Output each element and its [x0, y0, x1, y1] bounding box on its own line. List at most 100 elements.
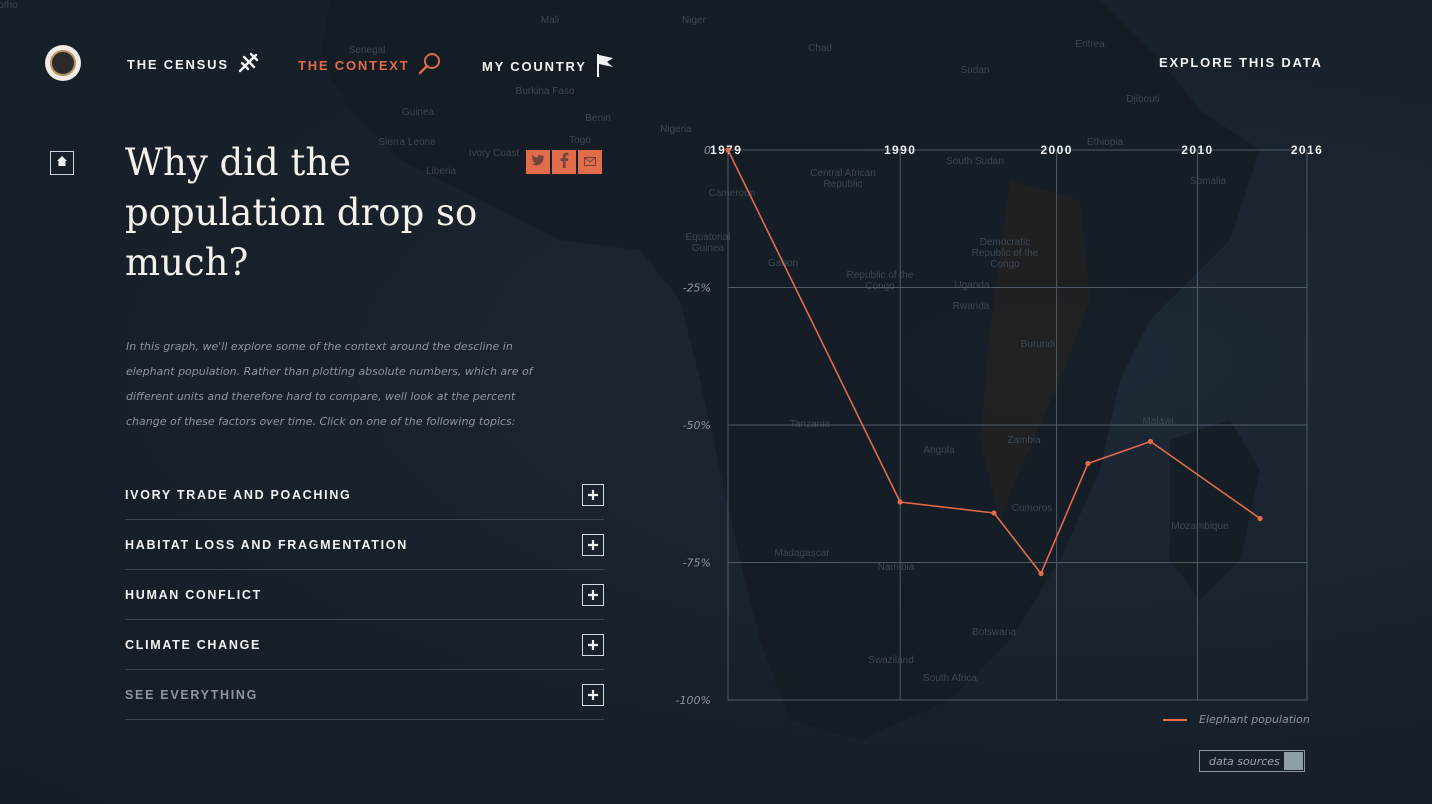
topic-ivory-trade[interactable]: IVORY TRADE AND POACHING	[125, 470, 604, 520]
chart-legend: Elephant population	[1163, 713, 1310, 726]
elephant-census-logo[interactable]	[45, 45, 81, 81]
map-label: Botswana	[972, 627, 1016, 638]
topic-label: IVORY TRADE AND POACHING	[125, 487, 352, 502]
map-label: Cameroon	[708, 188, 756, 199]
map-label: Ethiopia	[1086, 137, 1124, 148]
y-tick-label: 0	[704, 144, 711, 157]
plus-icon[interactable]	[582, 533, 604, 556]
map-label: South Sudan	[946, 156, 1004, 167]
flag-icon	[595, 52, 615, 81]
map-label: Djibouti	[1126, 94, 1160, 105]
map-label: South Africa	[923, 673, 977, 684]
nav-my-country-label: MY COUNTRY	[482, 59, 587, 74]
data-point	[991, 510, 997, 516]
y-tick-label: -25%	[683, 282, 711, 295]
data-point	[1147, 438, 1154, 445]
map-label: Comoros	[1011, 503, 1053, 514]
series-line	[727, 149, 1261, 576]
x-tick-label: 2016	[1291, 143, 1323, 157]
map-label: Uganda	[954, 280, 990, 291]
toggle-switch[interactable]	[1284, 752, 1303, 770]
y-tick-label: -50%	[683, 419, 711, 432]
map-label: Malawi	[1142, 416, 1174, 427]
y-tick-label: -100%	[676, 694, 711, 707]
data-point	[1038, 570, 1044, 577]
airplane-icon	[237, 52, 259, 77]
topic-label: HUMAN CONFLICT	[125, 587, 262, 602]
topic-human-conflict[interactable]: HUMAN CONFLICT	[125, 570, 604, 620]
topic-see-everything[interactable]: SEE EVERYTHING	[125, 670, 604, 720]
map-label: Sudan	[960, 65, 990, 76]
nav-the-context[interactable]: THE CONTEXT	[298, 52, 442, 79]
map-label: Benin	[585, 113, 611, 124]
map-label: Lesotho	[0, 0, 18, 11]
data-sources-toggle[interactable]: data sources	[1199, 750, 1305, 772]
facebook-share-button[interactable]	[552, 150, 576, 174]
map-label: Guinea	[401, 107, 435, 118]
map-label: Eritrea	[1075, 39, 1105, 50]
data-sources-label: data sources	[1209, 754, 1280, 768]
map-label: Rwanda	[952, 301, 990, 312]
map-label: Ivory Coast	[468, 148, 520, 159]
plus-icon[interactable]	[582, 633, 604, 656]
map-label: Nigeria	[660, 124, 692, 135]
x-tick-label: 2000	[1040, 143, 1072, 157]
plus-icon[interactable]	[582, 583, 604, 606]
data-point	[1257, 515, 1263, 522]
map-label: Mozambique	[1171, 521, 1229, 532]
topic-habitat-loss[interactable]: HABITAT LOSS AND FRAGMENTATION	[125, 520, 604, 570]
map-label: Central African Republic	[810, 168, 876, 190]
magnifier-icon	[418, 52, 442, 79]
share-buttons	[526, 150, 602, 174]
map-label: Democratic Republic of the Congo	[971, 237, 1039, 270]
map-label: Sierra Leone	[378, 137, 436, 148]
data-point	[725, 147, 731, 153]
topic-climate-change[interactable]: CLIMATE CHANGE	[125, 620, 604, 670]
nav-the-census-label: THE CENSUS	[127, 57, 229, 72]
intro-text: In this graph, we'll explore some of the…	[126, 340, 533, 428]
map-label: Niger	[682, 15, 706, 26]
topic-label: SEE EVERYTHING	[125, 687, 259, 702]
data-point	[1085, 460, 1091, 467]
topic-label: CLIMATE CHANGE	[125, 637, 262, 652]
plus-icon[interactable]	[582, 483, 604, 506]
y-tick-label: -75%	[683, 557, 711, 570]
legend-line-swatch	[1163, 718, 1187, 721]
map-label: Senegal	[348, 45, 386, 56]
facebook-icon	[559, 152, 569, 173]
nav-the-context-label: THE CONTEXT	[298, 58, 410, 73]
twitter-icon	[531, 153, 545, 171]
map-label: Madagascar	[774, 548, 830, 559]
map-label: Togo	[569, 135, 591, 146]
email-share-button[interactable]	[578, 150, 602, 174]
data-point	[897, 499, 903, 505]
map-label: Burkina Faso	[515, 86, 575, 97]
topic-label: HABITAT LOSS AND FRAGMENTATION	[125, 537, 408, 552]
legend-label: Elephant population	[1199, 713, 1310, 726]
map-label: Namibia	[877, 562, 915, 573]
x-tick-label: 1990	[884, 143, 916, 157]
explore-this-data-link[interactable]: EXPLORE THIS DATA	[1159, 55, 1323, 70]
map-label: Mali	[540, 15, 560, 26]
map-label: Republic of the Congo	[846, 270, 914, 292]
map-label: Chad	[808, 43, 832, 54]
topic-list: IVORY TRADE AND POACHING HABITAT LOSS AN…	[125, 470, 604, 720]
page-title: Why did the population drop so much?	[125, 141, 478, 284]
map-label: Zambia	[1007, 435, 1041, 446]
elephant-icon	[50, 50, 76, 76]
map-label: Somalia	[1189, 176, 1227, 187]
home-button[interactable]	[50, 151, 74, 175]
map-label: Burundi	[1020, 339, 1056, 350]
home-icon	[56, 154, 68, 172]
x-tick-label: 2010	[1181, 143, 1213, 157]
nav-my-country[interactable]: MY COUNTRY	[482, 52, 615, 81]
map-label: Swaziland	[868, 655, 914, 666]
plus-icon[interactable]	[582, 683, 604, 706]
map-label: Equatorial Guinea	[685, 232, 731, 254]
nav-the-census[interactable]: THE CENSUS	[127, 52, 259, 77]
twitter-share-button[interactable]	[526, 150, 550, 174]
map-label: Liberia	[425, 166, 457, 177]
mail-icon	[584, 153, 596, 171]
